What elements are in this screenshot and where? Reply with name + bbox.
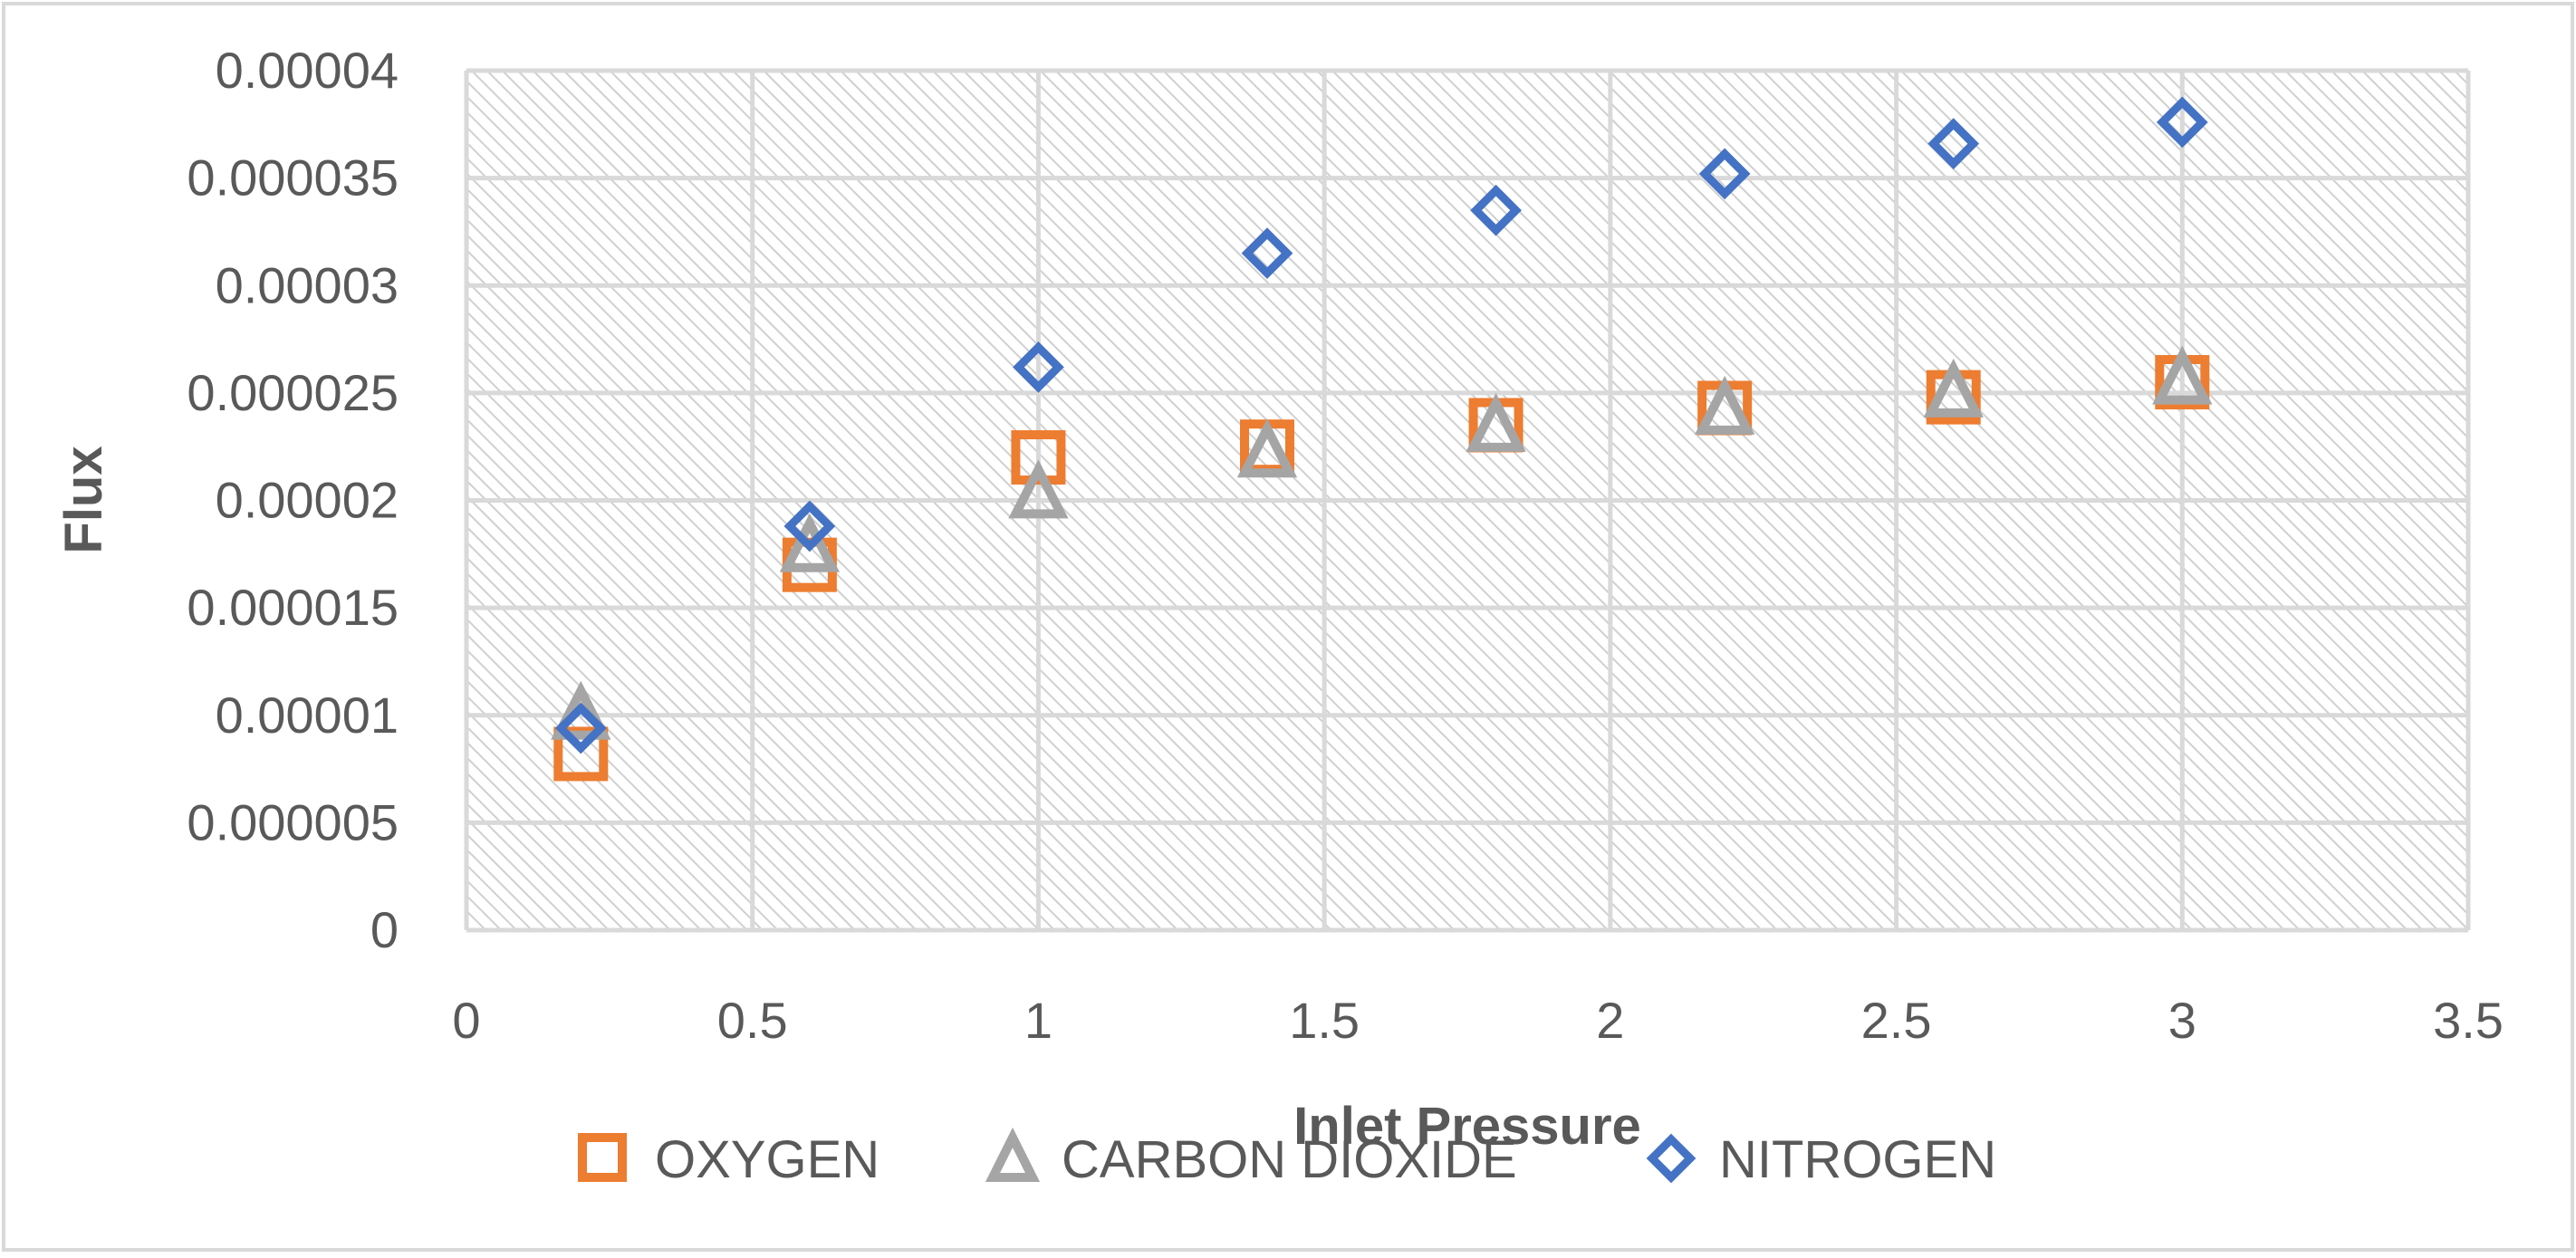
x-tick-label: 3	[2168, 992, 2196, 1049]
legend-label-carbon-dioxide: CARBON DIOXIDE	[1062, 1130, 1517, 1189]
legend-item-oxygen[interactable]: OXYGEN	[578, 1130, 879, 1189]
x-axis-ticks: 0 0.5 1 1.5 2 2.5 3 3.5	[452, 992, 2504, 1049]
carbon-dioxide-data-point	[1236, 418, 1298, 478]
y-axis-ticks: 0 0.000005 0.00001 0.000015 0.00002 0.000025 0…	[187, 42, 399, 958]
carbon-dioxide-data-point	[1466, 392, 1526, 452]
oxygen-data-point	[1011, 430, 1066, 485]
legend-label-oxygen: OXYGEN	[655, 1130, 879, 1189]
legend-triangle-marker	[985, 1127, 1041, 1182]
y-tick-label: 0.000025	[187, 364, 399, 421]
y-axis-title: Flux	[54, 446, 113, 553]
y-tick-label: 0.00002	[216, 472, 399, 529]
x-tick-label: 0	[452, 992, 480, 1049]
legend[interactable]: OXYGEN CARBON DIOXIDE NITROGEN	[578, 1127, 1996, 1189]
legend-diamond-marker	[1646, 1133, 1697, 1184]
legend-square-marker	[578, 1133, 627, 1182]
nitrogen-data-point	[783, 500, 836, 552]
x-tick-label: 2	[1596, 992, 1624, 1049]
series-carbon-dioxide	[551, 345, 2213, 740]
x-tick-label: 3.5	[2433, 992, 2504, 1049]
carbon-dioxide-data-point	[1694, 375, 1755, 435]
y-tick-label: 0.000015	[187, 579, 399, 636]
nitrogen-data-point	[2156, 96, 2208, 149]
carbon-dioxide-data-point	[551, 680, 611, 740]
nitrogen-data-point	[1470, 184, 1522, 236]
nitrogen-data-point	[1927, 118, 1980, 170]
nitrogen-data-point	[1698, 148, 1751, 200]
y-tick-label: 0.000035	[187, 149, 399, 206]
x-tick-label: 2.5	[1861, 992, 1932, 1049]
carbon-dioxide-data-point	[779, 513, 841, 572]
y-tick-label: 0.000005	[187, 793, 399, 850]
nitrogen-data-point	[1241, 227, 1293, 280]
y-tick-label: 0	[370, 901, 399, 958]
legend-item-carbon-dioxide[interactable]: CARBON DIOXIDE	[985, 1127, 1517, 1189]
legend-item-nitrogen[interactable]: NITROGEN	[1646, 1130, 1996, 1189]
x-tick-label: 1.5	[1289, 992, 1360, 1049]
legend-label-nitrogen: NITROGEN	[1719, 1130, 1996, 1189]
x-tick-label: 1	[1024, 992, 1053, 1049]
data-points	[551, 96, 2213, 782]
grid-lines	[464, 68, 2471, 933]
nitrogen-data-point	[1013, 341, 1064, 393]
y-tick-label: 0.00001	[216, 687, 399, 744]
carbon-dioxide-data-point	[1923, 358, 1984, 418]
carbon-dioxide-data-point	[2152, 345, 2213, 405]
nitrogen-data-point	[554, 702, 607, 754]
series-nitrogen	[554, 96, 2208, 754]
y-tick-label: 0.00003	[216, 256, 399, 313]
x-axis-title: Inlet Pressure	[1293, 1097, 1641, 1156]
carbon-dioxide-data-point	[1008, 459, 1069, 519]
x-tick-label: 0.5	[717, 992, 788, 1049]
y-tick-label: 0.00004	[216, 42, 399, 99]
